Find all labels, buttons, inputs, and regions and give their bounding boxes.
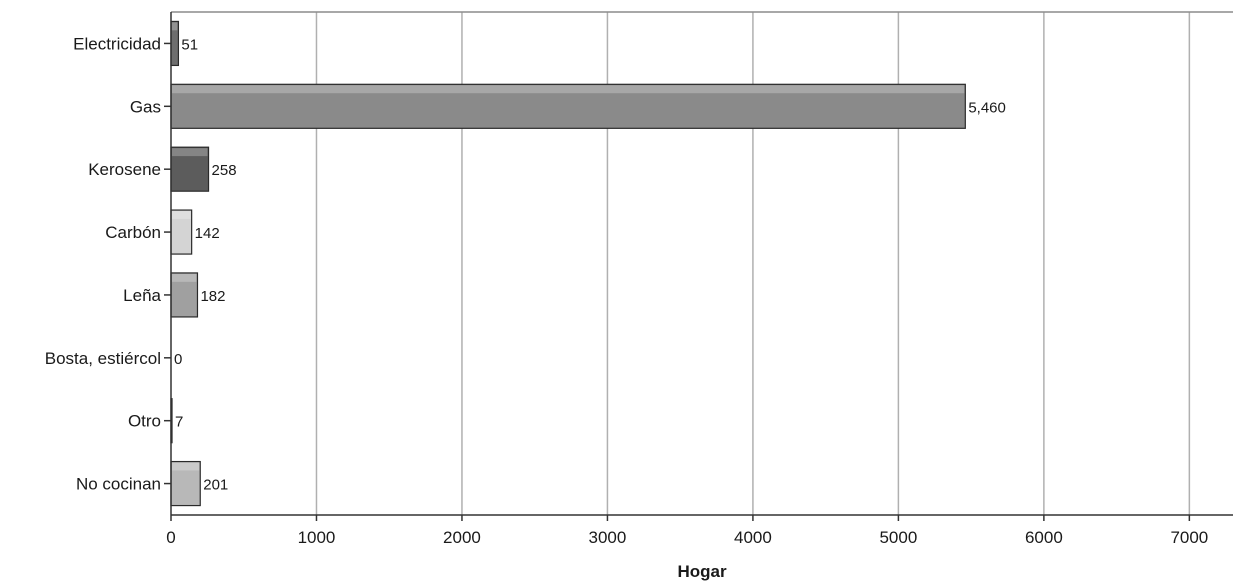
value-label: 142 (195, 225, 220, 242)
category-label: Bosta, estiércol (45, 349, 161, 368)
bar-4 (170, 272, 199, 318)
bar-highlight-7 (172, 462, 200, 471)
category-label: Kerosene (88, 160, 161, 179)
x-tick-label: 0 (166, 528, 175, 547)
value-label: 182 (200, 288, 225, 305)
value-label: 258 (212, 162, 237, 179)
value-label: 51 (181, 36, 198, 53)
category-labels: Electricidad Gas Kerosene Carbón Leña Bosta, … (45, 34, 162, 493)
x-tick-label: 4000 (734, 528, 772, 547)
bar-highlight-0 (172, 22, 178, 31)
category-label: Leña (123, 286, 161, 305)
category-label: Otro (128, 412, 161, 431)
x-tick-label: 7000 (1170, 528, 1208, 547)
bar-2 (170, 146, 210, 192)
x-axis-title: Hogar (677, 562, 727, 581)
bar-highlight-2 (172, 148, 208, 157)
bar-highlight-4 (172, 273, 197, 282)
bar-1 (170, 83, 966, 129)
category-label: No cocinan (76, 475, 161, 494)
x-tick-label: 5000 (879, 528, 917, 547)
value-label: 7 (175, 414, 183, 431)
bars (170, 20, 966, 507)
category-label: Gas (130, 97, 161, 116)
x-tick-label: 2000 (443, 528, 481, 547)
x-tick-labels: 0 1000 2000 3000 4000 5000 6000 7000 (166, 515, 1208, 547)
value-label: 5,460 (968, 99, 1006, 116)
bar-highlight-3 (172, 211, 191, 219)
x-tick-label: 6000 (1025, 528, 1063, 547)
bar-highlight-1 (172, 85, 965, 94)
value-label: 201 (203, 477, 228, 494)
value-label: 0 (174, 351, 182, 368)
value-labels: 51 5,460 258 142 182 0 7 201 (174, 36, 1006, 493)
bar-7 (170, 460, 201, 507)
x-tick-label: 1000 (298, 528, 336, 547)
y-axis-ticks (164, 42, 171, 485)
category-label: Electricidad (73, 34, 161, 53)
x-tick-label: 3000 (589, 528, 627, 547)
category-label: Carbón (105, 223, 161, 242)
